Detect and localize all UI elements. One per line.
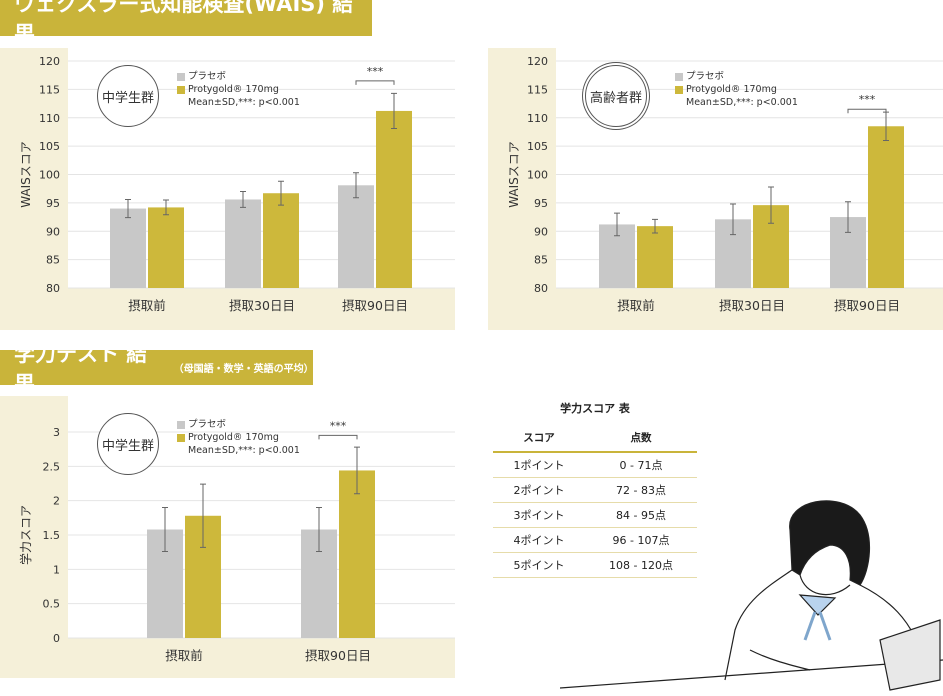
placebo-swatch (675, 72, 683, 81)
chart-legend: プラセボ Protygold® 170mg Mean±SD,***: p<0.0… (177, 418, 300, 457)
significance-label: *** (330, 419, 347, 432)
score-table-title: 学力スコア 表 (560, 402, 630, 415)
y-tick-label: 120 (39, 55, 60, 68)
x-tick-label: 摂取30日目 (229, 298, 295, 313)
y-tick-label: 110 (39, 112, 60, 125)
y-tick-label: 1 (53, 563, 60, 576)
chart-legend: プラセボ Protygold® 170mg Mean±SD,***: p<0.0… (675, 70, 798, 109)
score-table: 学力スコア 表 スコア 点数 1ポイント 0 - 71点 2ポイント 72 - 83… (493, 400, 697, 578)
y-tick-label: 85 (46, 254, 60, 267)
significance-bracket (847, 108, 887, 114)
y-tick-label: 80 (46, 282, 60, 295)
y-tick-label: 85 (534, 254, 548, 267)
table-row: 5ポイント 108 - 120点 (493, 553, 697, 578)
significance-bracket (355, 80, 395, 85)
significance-label: *** (859, 93, 876, 106)
protygold-swatch (177, 433, 185, 442)
y-tick-label: 95 (46, 197, 60, 210)
y-tick-label: 2 (53, 495, 60, 508)
student-studying-illustration (560, 500, 943, 691)
error-bar (768, 186, 774, 224)
y-tick-label: 1.5 (43, 529, 61, 542)
significance-bracket (318, 434, 358, 440)
error-bar (730, 203, 736, 236)
error-bar (316, 507, 322, 552)
group-label-junior-high: 中学生群 (97, 65, 159, 127)
academic-section-subtitle: （母国語・数学・英語の平均） (173, 364, 314, 375)
x-tick-label: 摂取30日目 (719, 298, 785, 313)
y-tick-label: 100 (39, 169, 60, 182)
y-axis-label: 学力スコア (18, 505, 33, 565)
table-row: 3ポイント 84 - 95点 (493, 503, 697, 528)
score-table-header: スコア 点数 (493, 430, 697, 453)
table-row: 1ポイント 0 - 71点 (493, 453, 697, 478)
x-tick-label: 摂取90日目 (342, 298, 408, 313)
error-bar (125, 198, 131, 219)
y-tick-label: 90 (534, 225, 548, 238)
protygold-bar (263, 193, 299, 288)
x-tick-label: 摂取前 (165, 648, 203, 663)
wais-section-banner: ウェクスラー式知能検査(WAIS) 結果 (0, 0, 372, 46)
y-tick-label: 0.5 (43, 598, 61, 611)
placebo-swatch (177, 420, 185, 429)
y-tick-label: 90 (46, 225, 60, 238)
protygold-bar (339, 470, 375, 638)
x-tick-label: 摂取90日目 (834, 298, 900, 313)
x-tick-label: 摂取90日目 (305, 648, 371, 663)
error-bar (391, 92, 397, 130)
y-tick-label: 2.5 (43, 460, 61, 473)
error-bar (652, 218, 658, 234)
placebo-bar (338, 185, 374, 288)
y-tick-label: 110 (527, 112, 548, 125)
group-label-elderly: 高齢者群 (585, 65, 647, 127)
error-bar (162, 507, 168, 552)
y-tick-label: 115 (39, 83, 60, 96)
error-bar (163, 199, 169, 216)
placebo-bar (225, 199, 261, 288)
y-tick-label: 80 (534, 282, 548, 295)
error-bar (354, 446, 360, 495)
error-bar (200, 483, 206, 548)
wais-section-title: ウェクスラー式知能検査(WAIS) 結果 (14, 0, 354, 46)
protygold-bar (148, 207, 184, 288)
placebo-swatch (177, 72, 185, 81)
x-tick-label: 摂取前 (617, 298, 655, 313)
chart-legend: プラセボ Protygold® 170mg Mean±SD,***: p<0.0… (177, 70, 300, 109)
group-label-junior-high-academic: 中学生群 (97, 413, 159, 475)
protygold-swatch (675, 85, 683, 94)
y-axis-label: WAISスコア (507, 141, 521, 208)
protygold-bar (376, 110, 412, 288)
error-bar (278, 180, 284, 206)
y-tick-label: 3 (53, 426, 60, 439)
y-tick-label: 95 (534, 197, 548, 210)
y-tick-label: 105 (527, 140, 548, 153)
protygold-bar (637, 226, 673, 288)
protygold-bar (868, 126, 904, 288)
error-bar (614, 212, 620, 237)
wais-elderly-chart: 80 85 90 95 100 105 110 115 120 WAISスコア摂取前 摂取30日目 摂… (488, 48, 943, 330)
protygold-swatch (177, 85, 185, 94)
academic-section-banner: 学力テスト 結果 （母国語・数学・英語の平均） (0, 342, 314, 396)
table-row: 2ポイント 72 - 83点 (493, 478, 697, 503)
y-axis-label: WAISスコア (19, 141, 33, 208)
error-bar (353, 172, 359, 199)
y-tick-label: 105 (39, 140, 60, 153)
table-row: 4ポイント 96 - 107点 (493, 528, 697, 553)
y-tick-label: 0 (53, 632, 60, 645)
placebo-bar (110, 208, 146, 288)
y-tick-label: 115 (527, 83, 548, 96)
error-bar (845, 201, 851, 233)
significance-label: *** (367, 65, 384, 78)
y-tick-label: 100 (527, 169, 548, 182)
error-bar (240, 191, 246, 208)
academic-section-title: 学力テスト 結果 (14, 341, 148, 396)
y-tick-label: 120 (527, 55, 548, 68)
x-tick-label: 摂取前 (128, 298, 166, 313)
